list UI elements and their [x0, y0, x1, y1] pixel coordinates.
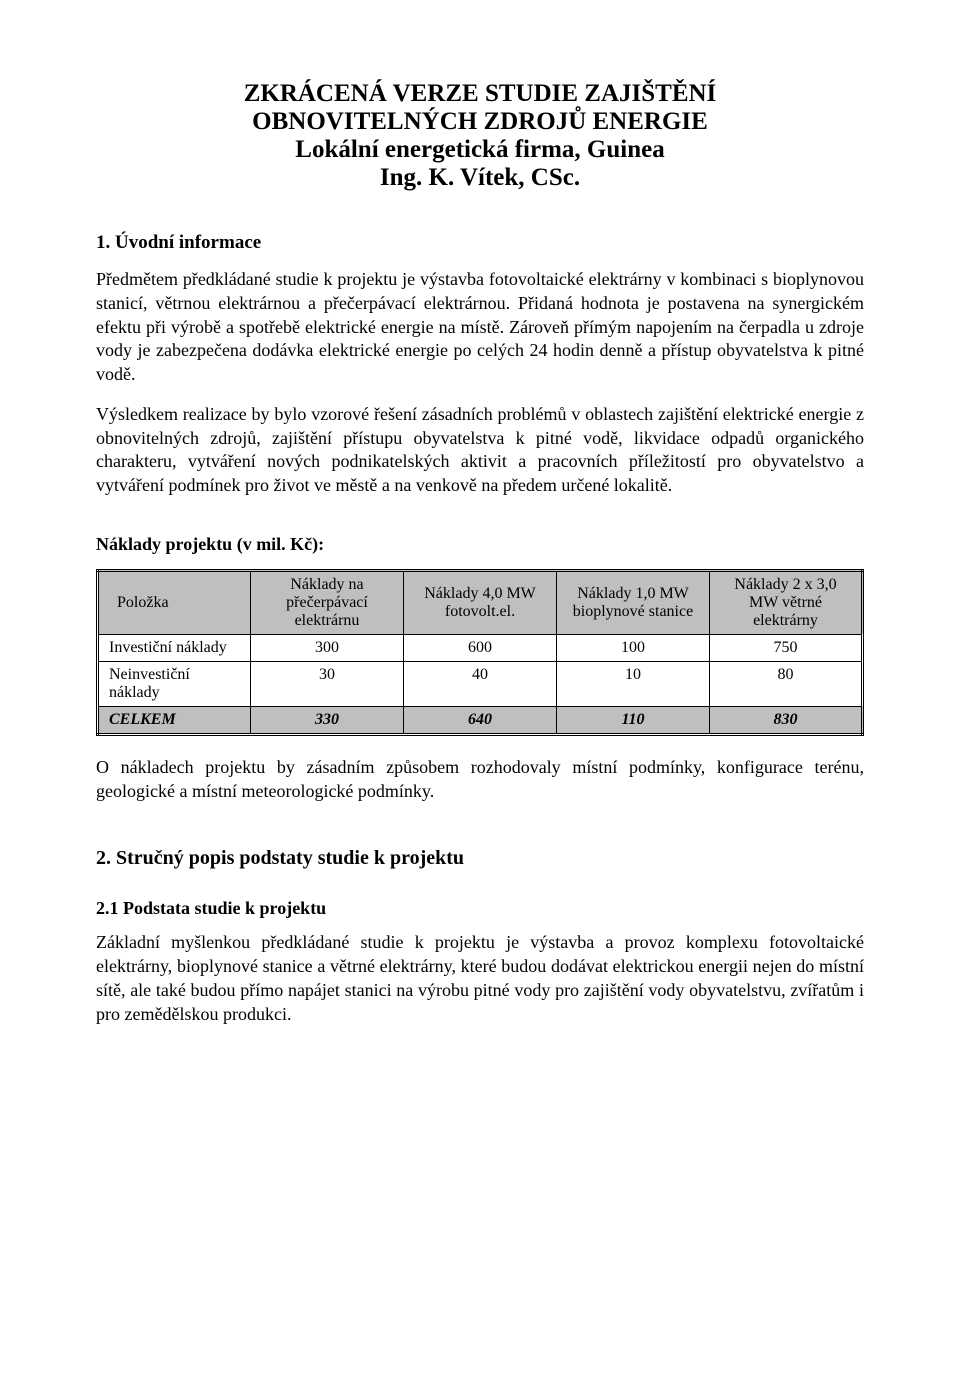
total-val-3: 830 — [710, 706, 863, 734]
row-1-val-2: 10 — [557, 661, 710, 706]
title-line-2: OBNOVITELNÝCH ZDROJŮ ENERGIE — [96, 108, 864, 136]
row-0-val-3: 750 — [710, 634, 863, 661]
col-header-4: Náklady 2 x 3,0 MW větrné elektrárny — [710, 570, 863, 634]
col-header-3: Náklady 1,0 MW bioplynové stanice — [557, 570, 710, 634]
section-1-heading: 1. Úvodní informace — [96, 232, 864, 254]
total-label: CELKEM — [98, 706, 251, 734]
section-1-para-2: Výsledkem realizace by bylo vzorové řeše… — [96, 403, 864, 498]
row-0-val-0: 300 — [251, 634, 404, 661]
total-val-2: 110 — [557, 706, 710, 734]
row-1-val-3: 80 — [710, 661, 863, 706]
row-0-label: Investiční náklady — [98, 634, 251, 661]
col-header-2: Náklady 4,0 MW fotovolt.el. — [404, 570, 557, 634]
costs-table-caption: Náklady projektu (v mil. Kč): — [96, 534, 864, 555]
title-line-1: ZKRÁCENÁ VERZE STUDIE ZAJIŠTĚNÍ — [96, 80, 864, 108]
total-val-1: 640 — [404, 706, 557, 734]
row-0-val-2: 100 — [557, 634, 710, 661]
row-0-val-1: 600 — [404, 634, 557, 661]
costs-table: Položka Náklady na přečerpávací elektrár… — [96, 569, 864, 736]
row-1-val-1: 40 — [404, 661, 557, 706]
col-header-1: Náklady na přečerpávací elektrárnu — [251, 570, 404, 634]
table-total-row: CELKEM 330 640 110 830 — [98, 706, 863, 734]
document-page: ZKRÁCENÁ VERZE STUDIE ZAJIŠTĚNÍ OBNOVITE… — [0, 0, 960, 1390]
row-1-val-0: 30 — [251, 661, 404, 706]
section-2-1-heading: 2.1 Podstata studie k projektu — [96, 898, 864, 919]
subtitle-line-1: Lokální energetická firma, Guinea — [96, 136, 864, 164]
section-1-para-1: Předmětem předkládané studie k projektu … — [96, 268, 864, 387]
after-table-para: O nákladech projektu by zásadním způsobe… — [96, 756, 864, 804]
table-row: Investiční náklady 300 600 100 750 — [98, 634, 863, 661]
title-block: ZKRÁCENÁ VERZE STUDIE ZAJIŠTĚNÍ OBNOVITE… — [96, 80, 864, 192]
section-2-heading: 2. Stručný popis podstaty studie k proje… — [96, 847, 864, 870]
total-val-0: 330 — [251, 706, 404, 734]
section-2-1-para: Základní myšlenkou předkládané studie k … — [96, 931, 864, 1026]
table-header-row: Položka Náklady na přečerpávací elektrár… — [98, 570, 863, 634]
row-1-label: Neinvestiční náklady — [98, 661, 251, 706]
col-header-0: Položka — [98, 570, 251, 634]
table-row: Neinvestiční náklady 30 40 10 80 — [98, 661, 863, 706]
subtitle-line-2: Ing. K. Vítek, CSc. — [96, 164, 864, 192]
